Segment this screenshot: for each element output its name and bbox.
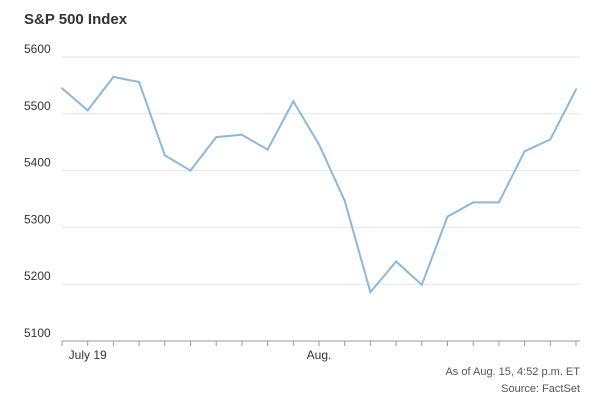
y-tick: 5100 bbox=[24, 326, 51, 340]
x-tick: Aug. bbox=[307, 348, 332, 362]
data-point bbox=[420, 283, 423, 286]
y-tick: 5200 bbox=[24, 269, 51, 283]
data-point bbox=[266, 148, 269, 151]
data-point bbox=[240, 133, 243, 136]
x-tick-label: Aug. bbox=[307, 348, 332, 362]
y-tick: 5300 bbox=[24, 212, 51, 226]
y-tick-label: 5100 bbox=[24, 326, 51, 340]
data-point bbox=[369, 291, 372, 294]
data-point bbox=[215, 136, 218, 139]
data-point bbox=[189, 169, 192, 172]
data-point bbox=[343, 199, 346, 202]
chart-title: S&P 500 Index bbox=[24, 11, 128, 28]
gridlines bbox=[62, 56, 580, 342]
y-tick-label: 5600 bbox=[24, 42, 51, 56]
y-tick: 5600 bbox=[24, 42, 51, 56]
data-point bbox=[112, 75, 115, 78]
data-point bbox=[497, 201, 500, 204]
series-line bbox=[61, 75, 577, 295]
data-point bbox=[86, 109, 89, 112]
y-tick: 5400 bbox=[24, 156, 51, 170]
source-note: Source: FactSet bbox=[501, 383, 580, 395]
series-layer bbox=[61, 75, 577, 295]
y-tick-label: 5500 bbox=[24, 99, 51, 113]
y-tick-label: 5300 bbox=[24, 212, 51, 226]
data-point bbox=[575, 88, 577, 91]
data-point bbox=[395, 260, 398, 263]
data-point bbox=[446, 215, 449, 218]
data-point bbox=[163, 154, 166, 157]
data-point bbox=[61, 87, 63, 90]
data-point bbox=[523, 150, 526, 153]
y-axis-tick-labels: 5100 5200 5300 5400 5500 5600 bbox=[24, 42, 51, 340]
x-tick: July 19 bbox=[69, 348, 107, 362]
data-point bbox=[318, 143, 320, 146]
y-tick-label: 5400 bbox=[24, 156, 51, 170]
x-axis: July 19 Aug. bbox=[61, 341, 577, 362]
data-point bbox=[292, 100, 295, 103]
data-point bbox=[138, 80, 141, 83]
x-tick-label: July 19 bbox=[69, 348, 107, 362]
as-of-note: As of Aug. 15, 4:52 p.m. ET bbox=[445, 366, 580, 378]
y-tick: 5500 bbox=[24, 99, 51, 113]
y-tick-label: 5200 bbox=[24, 269, 51, 283]
data-point bbox=[549, 138, 552, 141]
data-point bbox=[472, 201, 475, 204]
